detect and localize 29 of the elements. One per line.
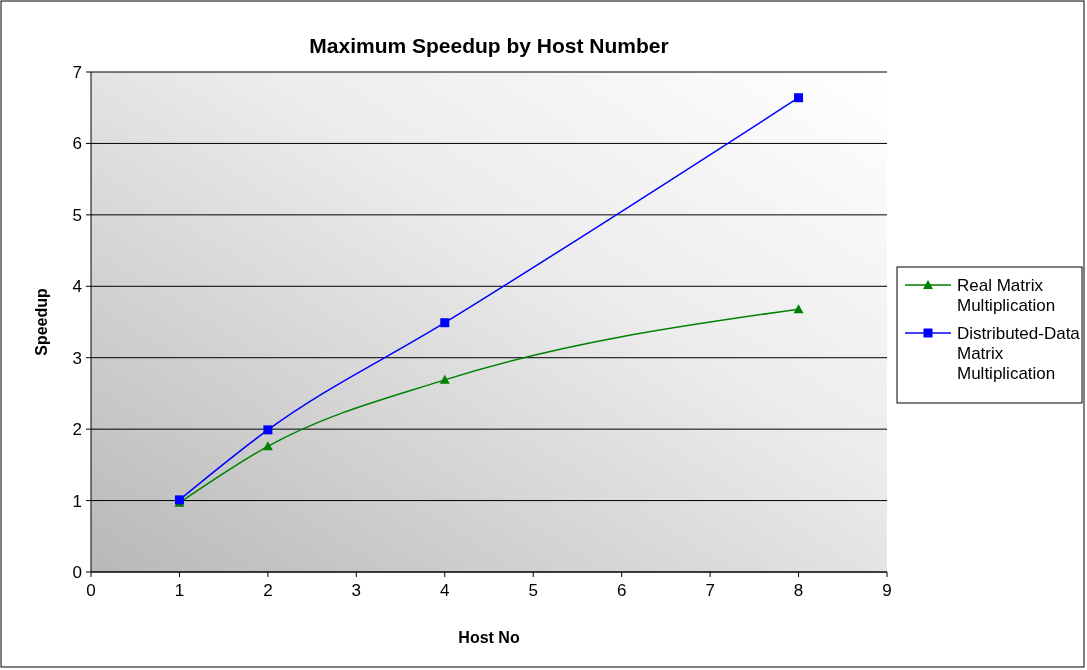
legend-label: Real Matrix Multiplication [957, 276, 1056, 315]
y-tick-label: 4 [72, 277, 82, 297]
y-axis-title: Speedup [33, 287, 50, 356]
x-tick-label: 4 [440, 581, 450, 600]
point [793, 304, 804, 314]
x-tick-label: 2 [263, 581, 273, 600]
y-tick-label: 2 [72, 420, 82, 440]
x-tick-label: 0 [86, 581, 96, 600]
y-tick-label: 1 [72, 491, 82, 511]
legend-label: Distributed-Data Matrix Multiplication [957, 324, 1081, 383]
point [263, 425, 273, 435]
point [794, 93, 804, 103]
x-tick-label: 5 [528, 581, 538, 600]
x-tick-label: 3 [351, 581, 362, 600]
y-tick-label: 0 [72, 563, 82, 582]
x-tick-label: 7 [705, 581, 715, 600]
point [440, 318, 450, 328]
x-tick-label: 8 [793, 581, 804, 600]
chart-title: Maximum Speedup by Host Number [309, 34, 669, 57]
point [262, 441, 273, 451]
point [439, 374, 450, 384]
x-tick-label: 6 [616, 581, 627, 600]
x-tick-label: 1 [174, 581, 185, 600]
y-tick-label: 7 [72, 63, 82, 82]
y-tick-label: 3 [72, 348, 82, 368]
y-tick-label: 5 [72, 205, 82, 225]
y-tick-label: 6 [72, 134, 82, 154]
x-tick-label: 9 [882, 581, 892, 600]
x-axis-title: Host No [458, 629, 520, 646]
